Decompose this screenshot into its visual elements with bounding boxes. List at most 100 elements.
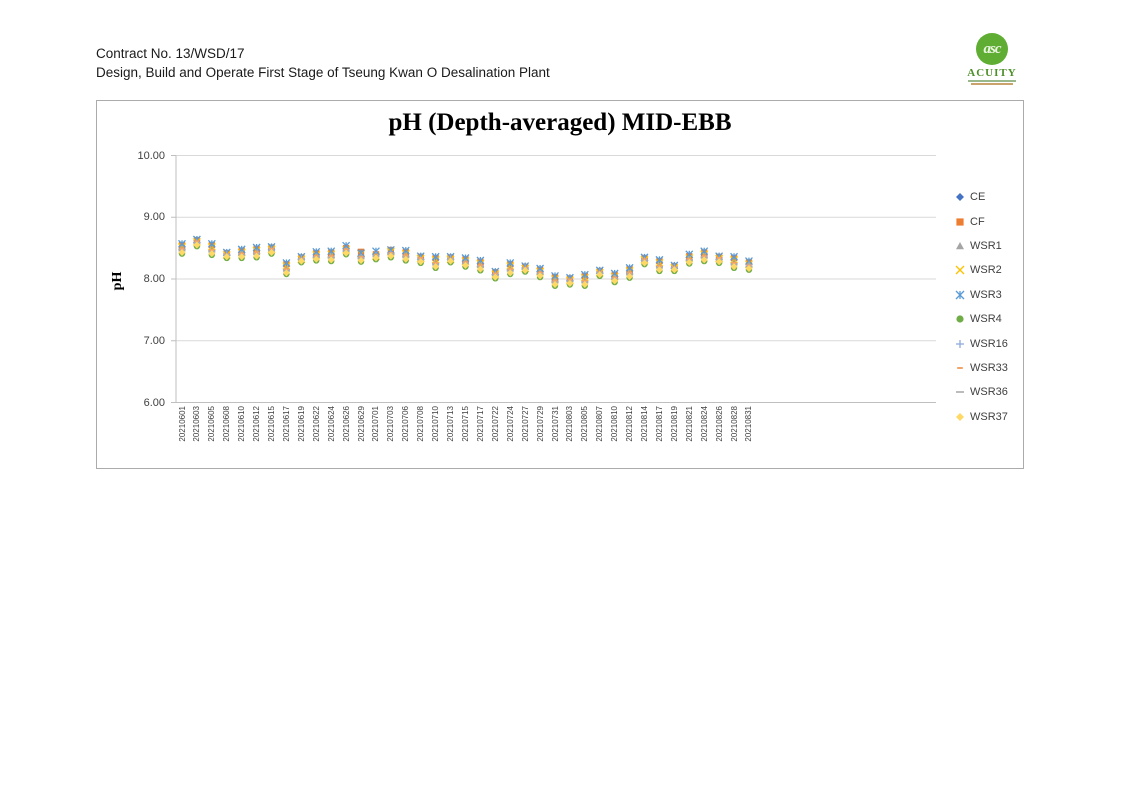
legend-marker-icon [955,290,965,300]
legend-marker-icon [956,193,964,202]
data-point [253,252,261,260]
data-point [268,248,276,256]
acuity-logo-name: ACUITY [967,67,1017,79]
data-point [447,257,455,265]
data-point [461,261,469,269]
data-point [536,272,544,280]
data-point [491,273,499,281]
legend-marker-icon [956,241,964,250]
data-point [297,257,305,265]
x-tick-label: 20210610 [237,406,247,442]
legend-item-wsr36: WSR36 [953,380,1008,404]
x-tick-label: 20210821 [684,406,694,442]
x-tick-label: 20210715 [460,406,470,442]
data-point [327,256,335,264]
acuity-logo: asc ACUITY [962,33,1022,85]
legend-item-wsr1: WSR1 [953,234,1008,258]
acuity-monogram: asc [983,40,1002,57]
data-point [700,256,708,264]
legend-marker-icon [957,366,963,369]
x-tick-label: 20210617 [281,406,291,442]
y-tick-label: 9.00 [143,211,165,224]
x-tick-label: 20210812 [625,406,635,442]
legend-item-wsr33: WSR33 [953,356,1008,380]
legend-label: WSR36 [970,386,1008,399]
data-point [715,258,723,266]
legend-item-wsr4: WSR4 [953,307,1008,331]
data-point [193,241,201,249]
data-point [431,252,440,261]
y-tick-label: 7.00 [143,334,165,347]
legend-marker-icon [956,315,964,323]
x-tick-label: 20210701 [371,406,381,442]
data-point [476,265,484,273]
data-point [506,269,514,277]
legend-item-cf: CF [953,209,1008,233]
data-point [730,252,738,261]
data-point [372,254,380,262]
y-tick-label: 10.00 [137,149,165,162]
data-point [521,266,529,274]
data-point [655,266,663,274]
data-point [566,279,574,287]
x-tick-label: 20210819 [669,406,679,442]
x-tick-label: 20210824 [699,406,709,442]
data-point [432,263,440,271]
data-point [551,281,559,289]
x-tick-label: 20210605 [207,406,217,442]
data-point [178,248,186,256]
x-tick-label: 20210619 [296,406,306,442]
x-tick-label: 20210708 [416,406,426,442]
x-tick-label: 20210807 [595,406,605,442]
acuity-logo-icon: asc [976,33,1008,65]
acuity-logo-tagline-bar-2 [971,83,1013,85]
x-tick-label: 20210817 [654,406,664,442]
x-tick-label: 20210703 [386,406,396,442]
data-point [580,270,589,279]
data-point [282,258,291,267]
x-tick-label: 20210731 [550,406,560,442]
x-tick-label: 20210622 [311,406,321,442]
legend-marker-icon [956,412,964,421]
x-tick-label: 20210826 [714,406,724,442]
x-tick-label: 20210626 [341,406,351,442]
data-point [685,258,693,266]
data-point [730,263,738,271]
x-tick-label: 20210601 [177,406,187,442]
x-tick-label: 20210724 [505,406,515,442]
data-point [342,249,350,257]
legend-item-wsr37: WSR37 [953,405,1008,429]
legend-label: CF [970,215,985,228]
x-tick-label: 20210810 [610,406,620,442]
plot-area [171,155,936,403]
x-tick-label: 20210624 [326,406,336,442]
data-point [596,271,604,279]
data-point [655,255,664,264]
data-point [238,253,246,261]
project-title: Design, Build and Operate First Stage of… [96,65,550,80]
acuity-logo-tagline-bar-1 [968,80,1016,82]
legend-label: WSR1 [970,239,1002,252]
data-point [417,258,425,266]
legend-marker-icon [955,265,965,275]
legend-marker-icon [956,391,964,394]
data-point [745,265,753,273]
x-tick-label: 20210710 [431,406,441,442]
x-tick-label: 20210717 [475,406,485,442]
x-tick-label: 20210608 [222,406,232,442]
x-tick-label: 20210805 [580,406,590,442]
y-tick-label: 8.00 [143,273,165,285]
legend-marker-icon [956,217,964,226]
series-wsr3 [178,235,753,282]
data-point [611,277,619,285]
chart-legend: CE CF WSR1 WSR2 WSR3 WSR4 WSR16 WSR33 WSR36 WSR37 [953,185,1008,429]
chart-container: pH (Depth-averaged) MID-EBB pH 10.00 9.00… [96,100,1024,469]
x-tick-label: 20210706 [401,406,411,442]
legend-label: WSR37 [970,410,1008,423]
x-tick-label: 20210612 [252,406,262,442]
series-wsr37 [178,241,753,289]
x-tick-label: 20210615 [267,406,277,442]
y-tick-label: 6.00 [143,396,165,409]
data-point [641,259,649,267]
